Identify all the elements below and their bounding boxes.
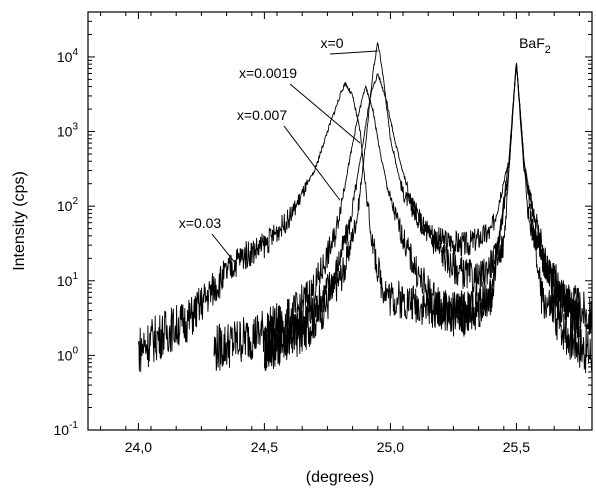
annotation-label: x=0.03	[179, 215, 222, 231]
plot-frame	[87, 11, 593, 431]
x-tick-label: 25,0	[377, 439, 404, 455]
y-axis-title: Intensity (cps)	[11, 171, 28, 271]
annotation-arrow	[289, 83, 361, 144]
annotation-label: x=0	[321, 35, 344, 51]
annotation-arrow	[329, 50, 378, 55]
annotation-label: x=0.0019	[239, 65, 297, 81]
x-tick-label: 24,0	[125, 439, 152, 455]
x-axis-title: (degrees)	[306, 469, 374, 486]
peak-label-baf2: BaF2	[519, 35, 551, 56]
series-layer	[137, 42, 593, 374]
y-tick-label: 102	[57, 196, 79, 214]
x-tick-label: 24,5	[251, 439, 278, 455]
y-tick-label: 100	[57, 345, 79, 363]
annotation-arrow	[283, 125, 341, 201]
x-tick-label: 25,5	[503, 439, 530, 455]
annotation-label: x=0.007	[237, 107, 287, 123]
y-tick-label: 104	[57, 47, 79, 65]
series-line-4	[137, 63, 593, 374]
series-line-1	[263, 42, 593, 371]
axes-layer: 24,0 24,5 25,0 25,5 10-1 100 101 102 103 104	[54, 11, 593, 455]
annotations-layer: x=0 x=0.0019 x=0.007 x=0.03 BaF2	[179, 35, 551, 263]
y-tick-label: 10-1	[54, 420, 79, 438]
y-tick-label: 101	[57, 271, 79, 289]
annotation-arrow	[211, 233, 235, 263]
series-line-2	[263, 64, 580, 371]
y-tick-label: 103	[57, 122, 79, 140]
